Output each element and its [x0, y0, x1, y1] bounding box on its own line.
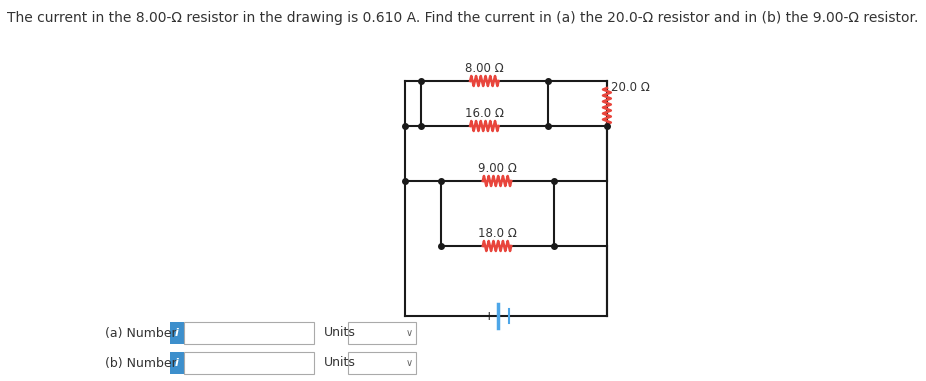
Text: i: i: [175, 358, 179, 368]
FancyBboxPatch shape: [169, 322, 184, 344]
Text: 9.00 Ω: 9.00 Ω: [478, 162, 517, 175]
Text: (a) Number: (a) Number: [105, 327, 176, 339]
Text: ∨: ∨: [406, 328, 412, 338]
FancyBboxPatch shape: [184, 352, 314, 374]
FancyBboxPatch shape: [184, 322, 314, 344]
FancyBboxPatch shape: [348, 352, 416, 374]
Text: The current in the 8.00-Ω resistor in the drawing is 0.610 A. Find the current i: The current in the 8.00-Ω resistor in th…: [7, 11, 919, 25]
FancyBboxPatch shape: [169, 352, 184, 374]
Text: +: +: [484, 309, 494, 322]
Text: Units: Units: [324, 357, 356, 370]
Text: (b) Number: (b) Number: [105, 357, 177, 370]
Text: i: i: [175, 328, 179, 338]
Text: 16.0 Ω: 16.0 Ω: [465, 107, 504, 120]
Text: ∨: ∨: [406, 358, 412, 368]
FancyBboxPatch shape: [348, 322, 416, 344]
Text: 8.00 Ω: 8.00 Ω: [465, 62, 504, 75]
Text: 18.0 Ω: 18.0 Ω: [478, 227, 517, 240]
Text: Units: Units: [324, 327, 356, 339]
Text: 20.0 Ω: 20.0 Ω: [611, 81, 650, 94]
